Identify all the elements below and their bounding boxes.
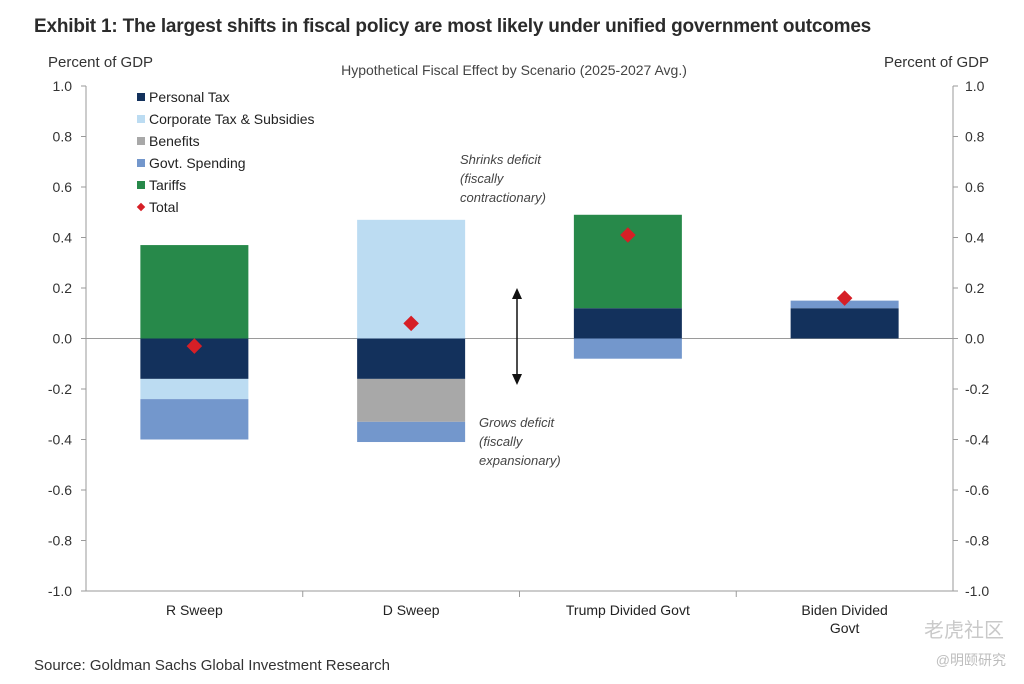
bar-segment-benefits (357, 378, 466, 422)
chart-annotations: Shrinks deficit (fiscally contractionary) G… (460, 152, 561, 468)
watermark-subtext: @明颐研究 (935, 652, 1006, 668)
watermark-text: 老虎社区 (924, 620, 1004, 642)
legend-swatch (137, 93, 145, 101)
left-tick-label: 0.2 (53, 280, 73, 296)
left-tick-label: -0.8 (48, 533, 72, 549)
bar-segment-tariffs (140, 245, 249, 339)
shrinks-deficit-note: contractionary) (460, 190, 546, 205)
shrinks-deficit-note: (fiscally (460, 171, 505, 186)
chart-subtitle: Hypothetical Fiscal Effect by Scenario (… (341, 62, 687, 78)
legend-label: Tariffs (149, 177, 186, 193)
right-tick-label: -0.4 (965, 432, 989, 448)
stacked-bars (140, 214, 899, 443)
legend-swatch (137, 159, 145, 167)
category-label: D Sweep (383, 602, 440, 618)
right-tick-label: 0.4 (965, 230, 985, 246)
right-tick-label: 0.6 (965, 179, 985, 195)
bar-segment-govt-spending (357, 421, 466, 443)
grows-deficit-note: Grows deficit (479, 415, 556, 430)
category-label: Trump Divided Govt (566, 602, 690, 618)
bar-segment-govt-spending (140, 399, 249, 440)
category-label: R Sweep (166, 602, 223, 618)
legend-swatch (137, 137, 145, 145)
right-tick-label: -0.8 (965, 533, 989, 549)
arrow-up-head (512, 288, 522, 299)
left-tick-label: -0.4 (48, 432, 72, 448)
legend-swatch (137, 181, 145, 189)
legend-label: Govt. Spending (149, 155, 246, 171)
category-label: Biden Divided (801, 602, 887, 618)
shrinks-deficit-note: Shrinks deficit (460, 152, 542, 167)
grows-deficit-note: expansionary) (479, 453, 561, 468)
total-marker (620, 227, 636, 243)
right-tick-label: 1.0 (965, 78, 985, 94)
right-tick-label: 0.8 (965, 129, 985, 145)
right-axis-title: Percent of GDP (884, 54, 989, 71)
chart-legend: Personal Tax Corporate Tax & Subsidies Ben… (136, 89, 315, 215)
total-markers (186, 227, 853, 354)
right-tick-label: 0.2 (965, 280, 985, 296)
bar-segment-personal-tax (357, 338, 466, 379)
legend-swatch (137, 115, 145, 123)
arrow-down-head (512, 374, 522, 385)
legend-swatch-total (136, 202, 146, 212)
left-tick-label: 0.4 (53, 230, 73, 246)
left-tick-label: -1.0 (48, 583, 72, 599)
right-tick-label: 0.0 (965, 331, 985, 347)
left-tick-label: 0.0 (53, 331, 73, 347)
bar-segment-govt-spending (573, 338, 682, 359)
legend-label: Personal Tax (149, 89, 230, 105)
chart-labels: Percent of GDP Percent of GDP Hypothetical… (48, 54, 989, 636)
left-axis-title: Percent of GDP (48, 54, 153, 71)
total-marker (186, 338, 203, 354)
exhibit-title: Exhibit 1: The largest shifts in fiscal … (34, 16, 872, 37)
left-tick-label: 1.0 (53, 78, 73, 94)
bar-segment-personal-tax (790, 308, 899, 339)
left-tick-label: 0.6 (53, 179, 73, 195)
bar-segment-corporate-tax (140, 378, 249, 400)
right-tick-label: -1.0 (965, 583, 989, 599)
grows-deficit-note: (fiscally (479, 434, 524, 449)
legend-label: Corporate Tax & Subsidies (149, 111, 315, 127)
bar-segment-personal-tax (573, 308, 682, 339)
right-tick-label: -0.6 (965, 482, 989, 498)
left-tick-label: 0.8 (53, 129, 73, 145)
category-label: Govt (830, 620, 860, 636)
source-note: Source: Goldman Sachs Global Investment … (34, 657, 391, 674)
right-tick-label: -0.2 (965, 381, 989, 397)
legend-label: Benefits (149, 133, 200, 149)
left-tick-label: -0.6 (48, 482, 72, 498)
left-tick-label: -0.2 (48, 381, 72, 397)
legend-label: Total (149, 199, 179, 215)
